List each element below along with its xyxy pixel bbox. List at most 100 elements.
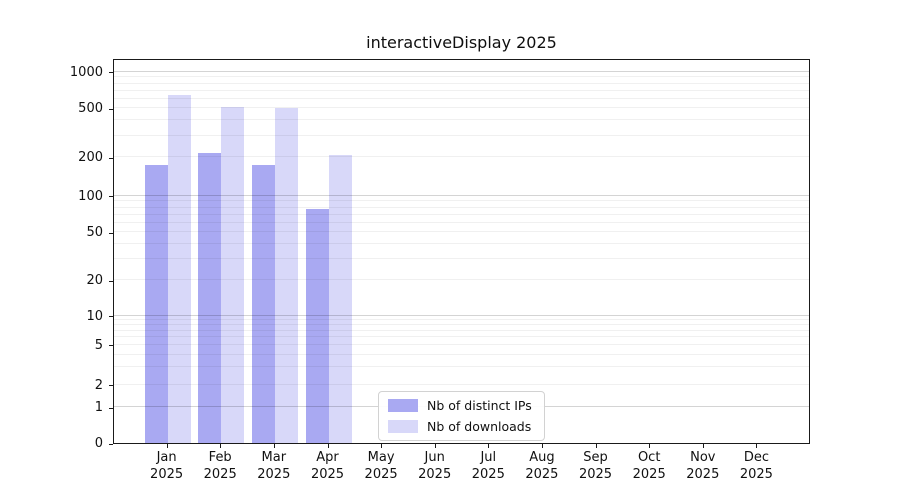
y-tick-mark-5 xyxy=(109,345,113,347)
x-tick-month: Jun xyxy=(424,450,445,465)
gridline-20 xyxy=(114,279,809,281)
gridline-80 xyxy=(114,206,809,208)
y-tick-mark-500 xyxy=(109,108,113,110)
y-tick-label-50: 50 xyxy=(86,225,103,241)
x-tick-label-sep: Sep 2025 xyxy=(564,450,628,483)
bar-apr-distinct-ips xyxy=(305,208,329,443)
y-tick-label-1000: 1000 xyxy=(69,64,103,80)
gridline-4 xyxy=(114,353,809,355)
x-tick-label-jun: Jun 2025 xyxy=(403,450,467,483)
gridline-200 xyxy=(114,156,809,158)
y-tick-mark-20 xyxy=(109,280,113,282)
x-tick-year: 2025 xyxy=(257,466,291,482)
gridline-300 xyxy=(114,134,809,136)
x-tick-year: 2025 xyxy=(310,466,345,482)
x-tick-year: 2025 xyxy=(632,466,666,482)
x-tick-year: 2025 xyxy=(150,466,184,482)
gridline-30 xyxy=(114,258,809,259)
y-tick-label-200: 200 xyxy=(78,150,103,166)
x-tick-month: Aug xyxy=(529,450,555,465)
bar-feb-downloads xyxy=(221,107,245,443)
y-tick-label-100: 100 xyxy=(78,188,103,204)
gridline-90 xyxy=(114,200,809,202)
gridline-5 xyxy=(114,343,809,345)
bar-jan-distinct-ips xyxy=(144,164,168,443)
y-tick-label-500: 500 xyxy=(78,101,103,117)
y-tick-mark-200 xyxy=(109,157,113,159)
x-tick-year: 2025 xyxy=(578,466,613,482)
gridline-800 xyxy=(114,82,809,84)
y-tick-label-20: 20 xyxy=(86,273,103,289)
y-tick-mark-1000 xyxy=(109,72,113,74)
legend-item-downloads: Nb of downloads xyxy=(388,419,535,434)
x-tick-label-jul: Jul 2025 xyxy=(456,450,520,483)
x-tick-month: Jul xyxy=(480,450,497,465)
x-tick-month: Apr xyxy=(316,450,339,465)
gridline-6 xyxy=(114,336,809,338)
x-tick-month: Oct xyxy=(637,450,661,465)
bars-layer xyxy=(114,60,809,443)
gridline-500 xyxy=(114,107,809,109)
y-tick-mark-0 xyxy=(109,443,113,445)
x-tick-year: 2025 xyxy=(203,466,237,482)
x-tick-mark-dec xyxy=(756,444,758,448)
x-tick-mark-apr xyxy=(327,444,329,448)
x-tick-month: Nov xyxy=(690,450,716,465)
legend: Nb of distinct IPs Nb of downloads xyxy=(378,391,545,441)
x-tick-mark-mar xyxy=(273,444,275,448)
x-tick-label-jan: Jan 2025 xyxy=(135,450,199,483)
x-tick-mark-jul xyxy=(488,444,490,448)
x-tick-mark-oct xyxy=(649,444,651,448)
gridline-10 xyxy=(114,314,809,316)
y-tick-label-10: 10 xyxy=(86,308,103,324)
legend-label-distinct-ips: Nb of distinct IPs xyxy=(427,398,532,413)
bar-mar-distinct-ips xyxy=(251,164,275,443)
legend-swatch-downloads xyxy=(388,420,418,433)
gridline-40 xyxy=(114,243,809,244)
x-tick-mark-jun xyxy=(434,444,436,448)
bar-feb-distinct-ips xyxy=(198,153,222,443)
x-tick-year: 2025 xyxy=(739,466,773,482)
gridline-400 xyxy=(114,119,809,121)
gridline-1000 xyxy=(114,70,809,72)
x-tick-month: Dec xyxy=(743,450,769,465)
x-tick-month: Feb xyxy=(208,450,232,465)
legend-item-distinct-ips: Nb of distinct IPs xyxy=(388,398,535,413)
gridline-100 xyxy=(114,194,809,196)
x-tick-year: 2025 xyxy=(364,466,398,482)
gridline-60 xyxy=(114,221,809,223)
y-tick-label-0: 0 xyxy=(94,436,103,451)
x-tick-label-nov: Nov 2025 xyxy=(671,450,735,483)
gridline-50 xyxy=(114,231,809,233)
gridline-9 xyxy=(114,319,809,320)
y-tick-mark-1 xyxy=(109,407,113,409)
bar-apr-downloads xyxy=(328,154,352,443)
grid-layer xyxy=(114,60,809,443)
y-tick-mark-100 xyxy=(109,196,113,198)
x-tick-mark-feb xyxy=(220,444,222,448)
x-tick-year: 2025 xyxy=(418,466,452,482)
x-tick-mark-jan xyxy=(166,444,168,448)
gridline-70 xyxy=(114,213,809,215)
bar-jan-downloads xyxy=(167,95,191,443)
y-tick-mark-50 xyxy=(109,232,113,234)
gridline-7 xyxy=(114,329,809,331)
gridline-700 xyxy=(114,89,809,91)
bar-mar-downloads xyxy=(274,108,298,443)
chart-title: interactiveDisplay 2025 xyxy=(366,33,557,52)
x-tick-month: May xyxy=(367,450,395,465)
x-tick-label-feb: Feb 2025 xyxy=(188,450,252,483)
y-tick-mark-10 xyxy=(109,316,113,318)
gridline-900 xyxy=(114,76,809,78)
x-tick-year: 2025 xyxy=(686,466,720,482)
x-tick-label-apr: Apr 2025 xyxy=(296,450,360,483)
x-tick-label-aug: Aug 2025 xyxy=(510,450,574,483)
x-tick-label-dec: Dec 2025 xyxy=(724,450,788,483)
y-tick-label-1: 1 xyxy=(94,400,103,416)
y-tick-mark-2 xyxy=(109,385,113,387)
legend-swatch-distinct-ips xyxy=(388,399,418,412)
x-tick-label-may: May 2025 xyxy=(349,450,413,483)
gridline-600 xyxy=(114,97,809,99)
x-tick-mark-may xyxy=(381,444,383,448)
